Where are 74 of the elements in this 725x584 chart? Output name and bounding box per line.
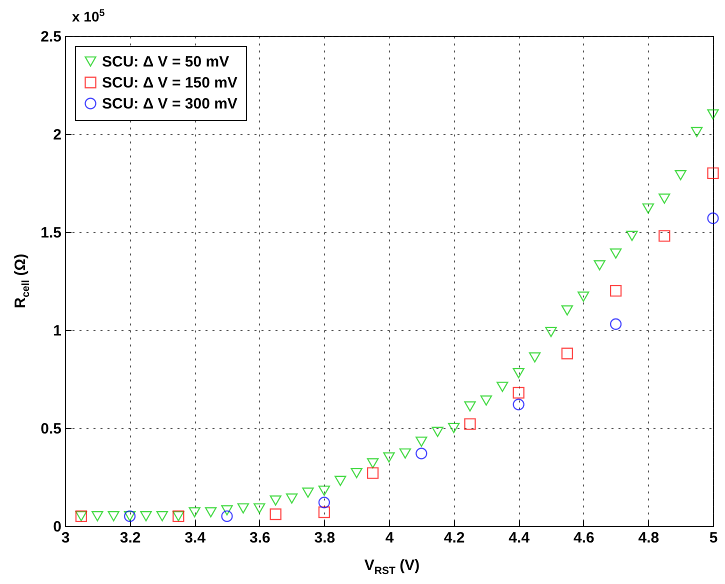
point bbox=[528, 352, 541, 363]
x-tick-label: 4.6 bbox=[573, 530, 594, 546]
point bbox=[707, 109, 719, 120]
point bbox=[658, 230, 670, 242]
point bbox=[561, 348, 574, 360]
x-tick-label: 3 bbox=[61, 530, 70, 546]
point bbox=[658, 194, 670, 204]
y-tick-label: 2 bbox=[53, 126, 62, 144]
point bbox=[383, 452, 395, 463]
point bbox=[318, 496, 330, 508]
point bbox=[334, 476, 346, 486]
point bbox=[626, 230, 638, 242]
point bbox=[302, 488, 314, 498]
y-tick-label: 0.5 bbox=[40, 420, 62, 438]
point bbox=[188, 507, 200, 518]
point bbox=[399, 448, 412, 459]
legend-label: SCU: Δ V = 50 mV bbox=[102, 54, 230, 70]
point bbox=[512, 398, 524, 410]
point bbox=[512, 386, 524, 399]
point bbox=[464, 418, 476, 430]
x-tick-label: 5 bbox=[709, 530, 718, 546]
point bbox=[707, 212, 719, 224]
y-tick-label: 1 bbox=[53, 322, 62, 340]
point bbox=[578, 292, 590, 302]
point bbox=[512, 368, 524, 378]
point bbox=[204, 507, 217, 518]
y-tick-label: 2.5 bbox=[40, 28, 62, 46]
point bbox=[432, 426, 444, 438]
x-tick-label: 4.4 bbox=[508, 530, 530, 546]
point bbox=[270, 495, 282, 506]
point bbox=[237, 503, 250, 514]
point bbox=[221, 510, 233, 522]
point bbox=[610, 248, 622, 259]
point bbox=[610, 284, 622, 297]
point bbox=[270, 508, 282, 520]
point bbox=[480, 395, 492, 406]
x-tick-label: 4.8 bbox=[638, 530, 660, 546]
x-axis-title: V$_{RST}$ (V) bbox=[364, 557, 420, 577]
x-tick-label: 3.8 bbox=[314, 530, 336, 546]
point bbox=[318, 506, 330, 518]
point bbox=[416, 436, 428, 447]
point bbox=[221, 505, 233, 516]
point bbox=[92, 511, 104, 522]
legend-label: SCU: Δ V = 300 mV bbox=[102, 96, 238, 112]
point bbox=[366, 458, 379, 468]
point bbox=[594, 260, 606, 270]
point bbox=[690, 126, 703, 138]
point bbox=[140, 511, 152, 522]
point bbox=[496, 382, 508, 392]
point bbox=[254, 503, 266, 514]
x-tick-label: 4 bbox=[385, 530, 394, 546]
point bbox=[610, 318, 622, 330]
point bbox=[464, 401, 476, 412]
y-tick-label: 1.5 bbox=[40, 224, 62, 242]
point bbox=[561, 305, 574, 316]
point bbox=[350, 468, 362, 478]
point bbox=[448, 422, 460, 434]
point bbox=[156, 511, 168, 522]
point bbox=[416, 448, 428, 460]
x-tick-label: 3.4 bbox=[184, 530, 206, 546]
x-tick-label: 3.6 bbox=[249, 530, 270, 546]
point bbox=[286, 493, 298, 504]
x-tick-label: 4.2 bbox=[444, 530, 465, 546]
point bbox=[707, 167, 719, 180]
point bbox=[318, 486, 330, 496]
text: x 10$^{5}$ bbox=[72, 8, 105, 25]
x-tick-label: 3.2 bbox=[120, 530, 141, 546]
point bbox=[674, 170, 686, 180]
point bbox=[545, 326, 557, 338]
y-tick-label: 0 bbox=[53, 518, 62, 536]
point bbox=[642, 203, 654, 214]
legend-label: SCU: Δ V = 150 mV bbox=[102, 74, 238, 92]
point bbox=[108, 511, 120, 522]
point bbox=[366, 467, 379, 479]
